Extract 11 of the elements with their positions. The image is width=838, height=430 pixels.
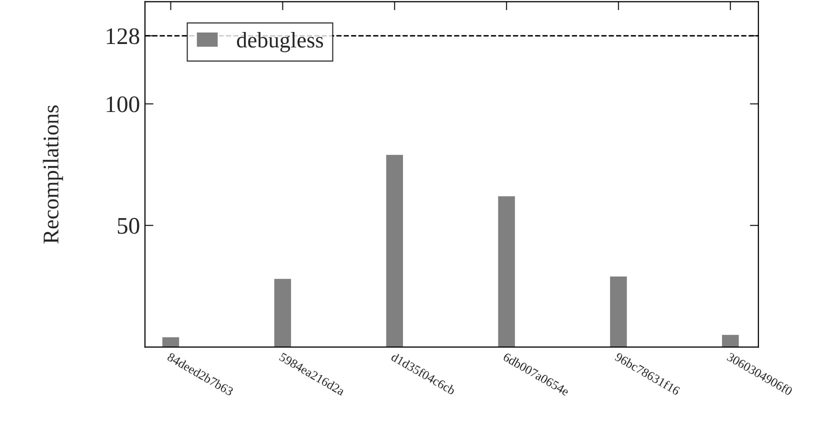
bar <box>162 337 180 348</box>
y-axis-title: Recompilations <box>42 105 64 244</box>
bar <box>386 154 403 348</box>
y-tick-label: 50 <box>118 218 140 234</box>
bar <box>274 278 292 348</box>
bar <box>722 334 739 348</box>
legend-label: debugless <box>236 32 324 52</box>
bar <box>610 276 627 348</box>
bar <box>498 196 515 348</box>
y-tick-label: 128 <box>106 28 140 44</box>
y-tick-label: 100 <box>106 96 140 112</box>
